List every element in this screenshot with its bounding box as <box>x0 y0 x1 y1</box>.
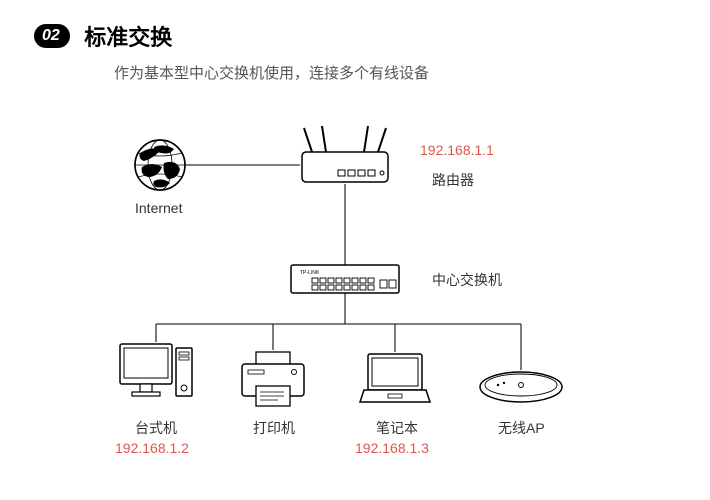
section-badge: 02 <box>34 24 70 48</box>
switch-label: 中心交换机 <box>432 270 502 290</box>
router-ip: 192.168.1.1 <box>420 142 494 158</box>
router-label: 路由器 <box>432 170 474 190</box>
desktop-ip: 192.168.1.2 <box>115 440 189 456</box>
desktop-icon <box>118 342 194 412</box>
globe-icon <box>134 139 186 191</box>
router-icon <box>298 126 392 186</box>
laptop-icon <box>358 352 432 408</box>
ap-label: 无线AP <box>498 418 545 438</box>
ap-icon <box>478 370 564 404</box>
section-subtitle: 作为基本型中心交换机使用，连接多个有线设备 <box>114 62 710 83</box>
svg-text:TP-LINK: TP-LINK <box>300 270 320 276</box>
laptop-label: 笔记本 <box>376 418 418 438</box>
printer-label: 打印机 <box>253 418 295 438</box>
desktop-label: 台式机 <box>135 418 177 438</box>
switch-icon: TP-LINK <box>290 264 400 294</box>
section-title: 标准交换 <box>84 20 172 52</box>
laptop-ip: 192.168.1.3 <box>355 440 429 456</box>
printer-icon <box>238 350 308 410</box>
internet-label: Internet <box>135 200 182 216</box>
